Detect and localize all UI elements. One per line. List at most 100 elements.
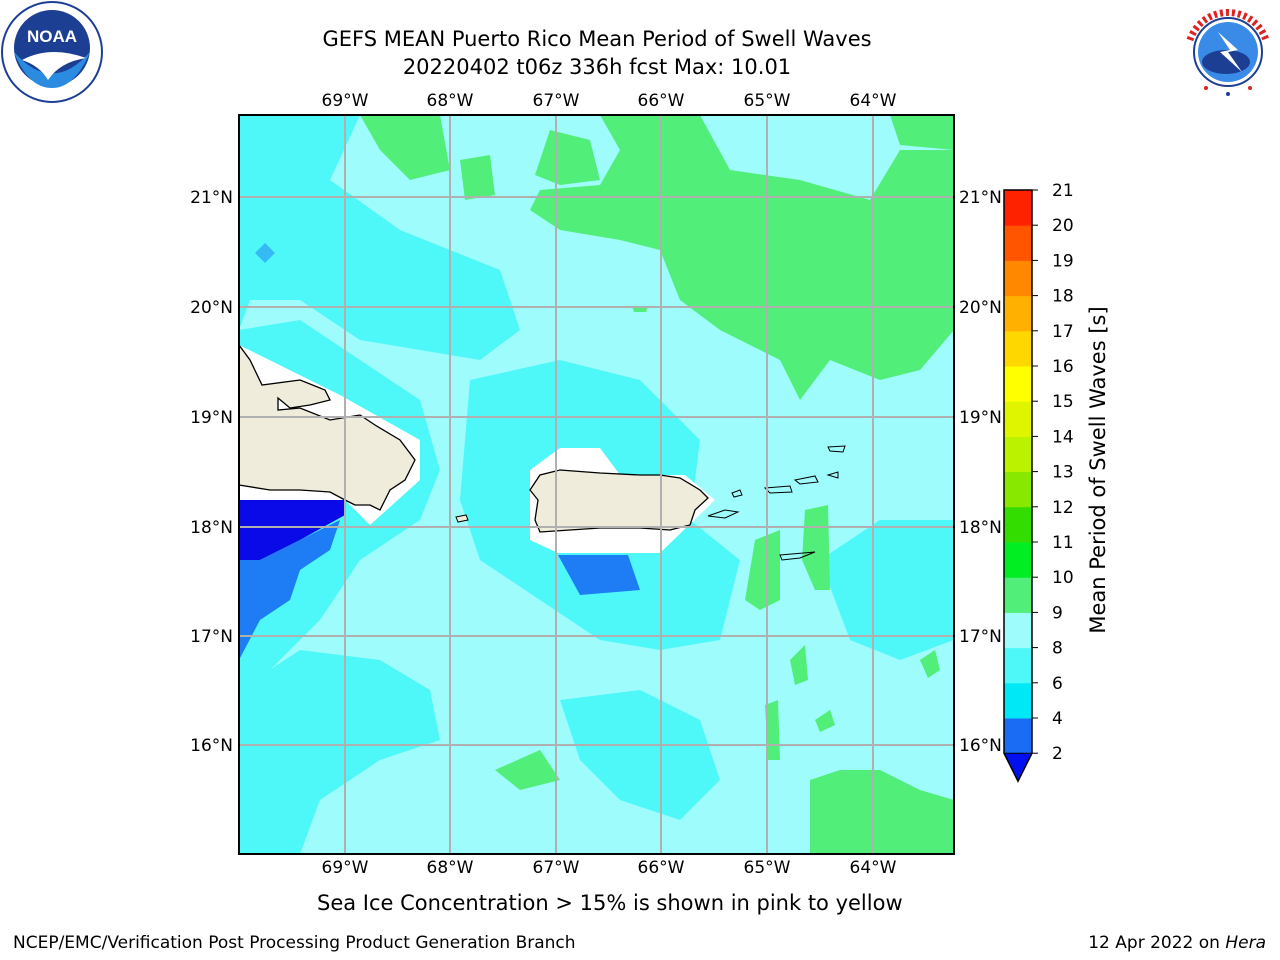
lon-label: 69°W [322,91,369,111]
colorbar-outline [1003,189,1033,783]
noaa-logo-text: NOAA [27,27,77,46]
lon-label: 64°W [850,91,897,111]
colorbar-segment [1004,330,1032,367]
anegada-island [827,445,846,453]
lon-labels-top: 69°W 68°W 67°W 66°W 65°W 64°W [322,91,897,111]
virgin-island [763,485,793,494]
lon-label: 65°W [744,858,791,878]
graticule [239,115,954,854]
lat-labels-right: 21°N 20°N 19°N 18°N 17°N 16°N [959,188,1002,756]
lon-label: 69°W [322,858,369,878]
colorbar-tick-label: 6 [1052,674,1063,694]
colorbar-tick-label: 16 [1052,357,1074,377]
colorbar-segment [1004,401,1032,437]
mona-island [455,514,469,523]
colorbar-tick-label: 9 [1052,603,1063,623]
sea-ice-note: Sea Ice Concentration > 15% is shown in … [317,891,903,915]
lat-label: 18°N [959,518,1002,538]
lon-label: 67°W [533,858,580,878]
colorbar-segment [1004,718,1032,754]
title-line-1: GEFS MEAN Puerto Rico Mean Period of Swe… [322,27,872,51]
colorbar-tick-label: 8 [1052,639,1063,659]
colorbar-tick-label: 14 [1052,427,1074,447]
colorbar-segment [1004,260,1032,297]
green-region [920,650,940,678]
virgin-island [793,475,819,485]
lon-label: 64°W [850,858,897,878]
colorbar: 2 4 6 8 9 10 11 12 13 14 15 16 17 18 19 20 21 [1003,181,1074,783]
colorbar-segment [1004,647,1032,684]
lat-label: 18°N [190,518,233,538]
deep-blue-region [239,500,345,560]
noaa-logo: NOAA [1,1,103,103]
colorbar-tick-label: 13 [1052,463,1074,483]
colorbar-segment [1004,506,1032,543]
blue-region [558,555,640,595]
lat-label: 21°N [190,188,233,208]
colorbar-segment [1004,366,1032,402]
map-frame [238,114,955,855]
green-region [745,530,780,610]
hispaniola-land [239,343,416,511]
lat-label: 17°N [190,627,233,647]
colorbar-segment [1004,577,1032,613]
green-region [815,710,835,732]
lat-label: 20°N [190,298,233,318]
islet [826,471,839,479]
footer-date-text: 12 Apr 2022 on [1088,933,1226,953]
colorbar-tick-label: 12 [1052,498,1074,518]
colorbar-segment [1004,682,1032,719]
vieques-island [707,509,740,519]
lat-label: 21°N [959,188,1002,208]
footer-host: Hera [1225,933,1266,953]
sea-mid-region [560,690,720,820]
colorbar-tick-label: 21 [1052,181,1074,201]
lon-label: 68°W [427,91,474,111]
lat-label: 19°N [959,408,1002,428]
colorbar-tick-label: 18 [1052,287,1074,307]
culebra-island [731,489,743,498]
contour-field [239,115,954,854]
colorbar-segment [1004,225,1032,261]
colorbar-tick-label: 4 [1052,709,1063,729]
colorbar-tick-label: 20 [1052,216,1074,236]
lat-label: 16°N [190,736,233,756]
colorbar-label: Mean Period of Swell Waves [s] [1086,306,1110,633]
lat-labels-left: 21°N 20°N 19°N 18°N 17°N 16°N [190,188,233,756]
colorbar-segment [1004,612,1032,649]
sea-mid-region [820,520,954,660]
st-croix-island [779,551,816,561]
colorbar-segment [1004,471,1032,508]
colorbar-tick-label: 19 [1052,251,1074,271]
lon-labels-bottom: 69°W 68°W 67°W 66°W 65°W 64°W [322,858,897,878]
green-region [810,770,954,854]
sea-mid-region [239,650,440,854]
colorbar-tick-label: 10 [1052,568,1074,588]
colorbar-tick-label: 17 [1052,322,1074,342]
blue-region [248,238,282,268]
lon-label: 66°W [638,858,685,878]
footer-date: 12 Apr 2022 on Hera [1088,933,1266,953]
colorbar-segment [1004,436,1032,473]
colorbar-tick-label: 15 [1052,392,1074,412]
colorbar-extend-triangle [1003,752,1033,783]
title-line-2: 20220402 t06z 336h fcst Max: 10.01 [402,55,792,79]
green-region [530,115,954,400]
green-region [790,645,808,685]
footer-credit: NCEP/EMC/Verification Post Processing Pr… [13,933,576,953]
lon-label: 66°W [638,91,685,111]
green-region [495,750,560,790]
green-region [460,155,495,200]
colorbar-segment [1004,295,1032,332]
lon-label: 65°W [744,91,791,111]
colorbar-tick-label: 11 [1052,533,1074,553]
lat-label: 16°N [959,736,1002,756]
lon-label: 68°W [427,858,474,878]
lon-label: 67°W [533,91,580,111]
blue-region [239,520,340,660]
colorbar-tick-label: 2 [1052,744,1063,764]
colorbar-segment [1004,190,1032,226]
green-region [890,115,954,150]
nws-logo [1178,2,1278,102]
